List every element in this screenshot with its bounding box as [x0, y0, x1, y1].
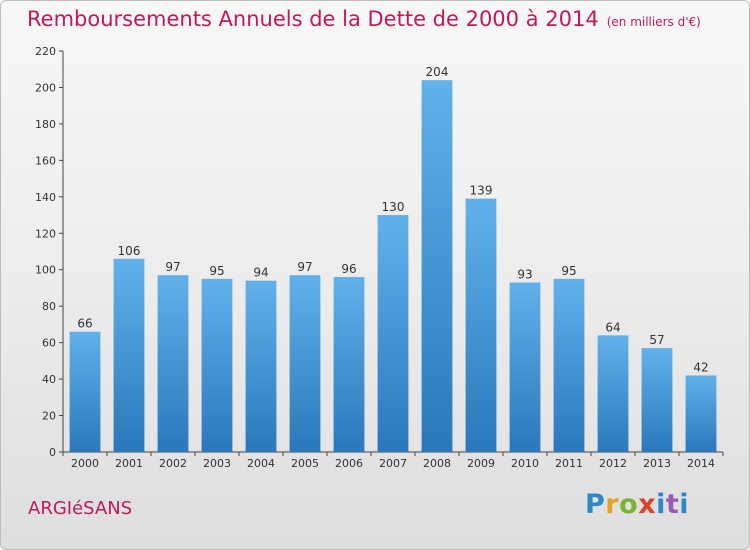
value-label: 95 [561, 264, 576, 278]
value-label: 95 [209, 264, 224, 278]
x-tick-label: 2005 [291, 457, 319, 470]
chart-title-block: Remboursements Annuels de la Dette de 20… [27, 7, 701, 31]
x-tick-label: 2008 [423, 457, 451, 470]
x-tick-label: 2006 [335, 457, 363, 470]
value-label: 97 [165, 260, 180, 274]
x-tick-label: 2007 [379, 457, 407, 470]
bar-2014 [685, 375, 717, 452]
value-label: 97 [297, 260, 312, 274]
value-label: 139 [470, 184, 493, 198]
value-label: 66 [77, 317, 92, 331]
bar-2005 [289, 275, 321, 452]
x-tick-label: 2013 [643, 457, 671, 470]
bar-2009 [465, 198, 497, 452]
value-label: 94 [253, 266, 268, 280]
y-tick-label: 80 [42, 300, 56, 313]
bar-2006 [333, 277, 365, 452]
x-tick-label: 2000 [71, 457, 99, 470]
x-tick-label: 2009 [467, 457, 495, 470]
y-tick-label: 60 [42, 337, 56, 350]
y-tick-label: 40 [42, 373, 56, 386]
x-tick-label: 2001 [115, 457, 143, 470]
x-tick-label: 2004 [247, 457, 275, 470]
y-tick-label: 100 [35, 264, 56, 277]
bar-2007 [377, 215, 409, 452]
x-tick-label: 2002 [159, 457, 187, 470]
x-tick-label: 2003 [203, 457, 231, 470]
chart-unit: (en milliers d'€) [606, 15, 701, 29]
x-tick-label: 2010 [511, 457, 539, 470]
proxiti-logo: Proxiti [585, 489, 690, 520]
y-tick-label: 20 [42, 410, 56, 423]
y-tick-label: 200 [35, 81, 56, 94]
bar-2003 [201, 278, 233, 452]
y-tick-label: 140 [35, 191, 56, 204]
bar-2012 [597, 335, 629, 452]
value-label: 93 [517, 267, 532, 281]
value-label: 64 [605, 320, 620, 334]
chart-title: Remboursements Annuels de la Dette de 20… [27, 7, 599, 31]
y-tick-label: 120 [35, 227, 56, 240]
value-label: 42 [693, 360, 708, 374]
x-tick-label: 2014 [687, 457, 715, 470]
bar-2013 [641, 348, 673, 452]
bar-2000 [69, 331, 101, 452]
value-label: 204 [426, 65, 449, 79]
bar-2011 [553, 278, 585, 452]
y-tick-label: 160 [35, 154, 56, 167]
city-name: ARGIéSANS [28, 498, 133, 519]
value-label: 130 [382, 200, 405, 214]
bar-2001 [113, 258, 145, 452]
bar-2008 [421, 80, 453, 452]
y-tick-label: 180 [35, 118, 56, 131]
y-tick-label: 0 [49, 446, 56, 459]
value-label: 106 [118, 244, 141, 258]
bar-2004 [245, 280, 277, 452]
x-tick-label: 2011 [555, 457, 583, 470]
y-tick-label: 220 [35, 45, 56, 58]
value-label: 57 [649, 333, 664, 347]
bar-2010 [509, 282, 541, 452]
x-tick-label: 2012 [599, 457, 627, 470]
value-label: 96 [341, 262, 356, 276]
bar-2002 [157, 275, 189, 452]
